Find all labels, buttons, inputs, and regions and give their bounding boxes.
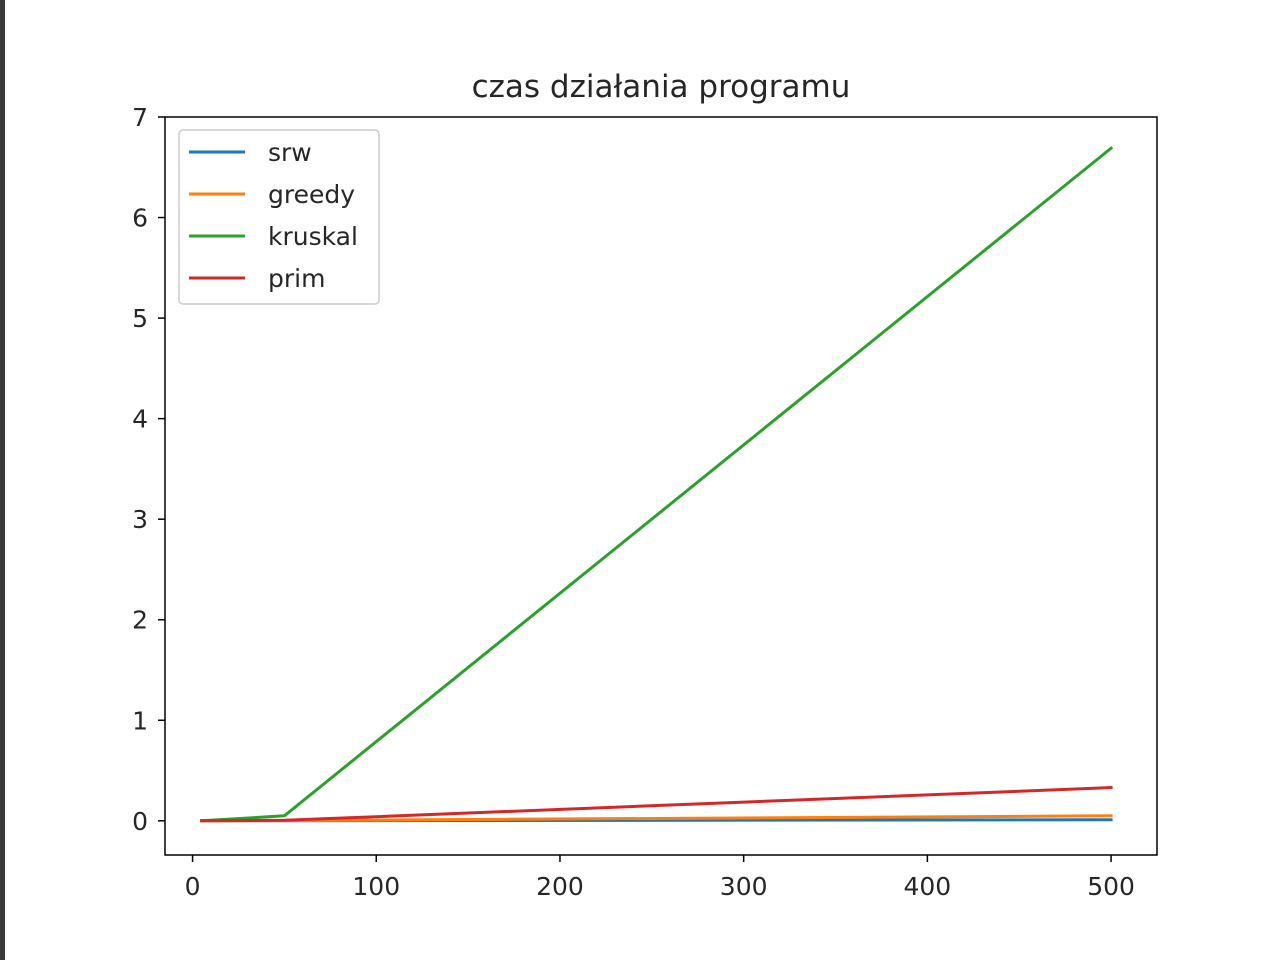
chart-title: czas działania programu <box>472 69 851 105</box>
legend-label-srw: srw <box>268 138 312 167</box>
series-layer <box>200 146 1114 823</box>
series-line-prim <box>200 786 1113 823</box>
y-tick-label: 5 <box>132 304 148 333</box>
y-tick-label: 4 <box>132 405 148 434</box>
y-tick-label: 7 <box>132 103 148 132</box>
legend-label-greedy: greedy <box>268 180 355 209</box>
x-tick-label: 500 <box>1087 872 1135 901</box>
y-tick-label: 1 <box>132 706 148 735</box>
x-tick-label: 200 <box>536 872 584 901</box>
window-edge <box>0 0 5 960</box>
y-axis: 0 1 2 3 4 5 6 7 <box>132 103 165 836</box>
legend: srw greedy kruskal prim <box>178 129 380 305</box>
x-tick-label: 100 <box>352 872 400 901</box>
x-tick-label: 400 <box>904 872 952 901</box>
x-tick-label: 300 <box>720 872 768 901</box>
y-tick-label: 0 <box>132 807 148 836</box>
plot-frame <box>164 116 1158 856</box>
legend-label-kruskal: kruskal <box>268 222 358 251</box>
legend-box <box>178 129 380 305</box>
legend-label-prim: prim <box>268 264 325 293</box>
x-axis: 0 100 200 300 400 500 <box>185 855 1135 901</box>
y-tick-label: 6 <box>132 204 148 233</box>
y-tick-label: 2 <box>132 606 148 635</box>
x-tick-label: 0 <box>185 872 201 901</box>
y-tick-label: 3 <box>132 505 148 534</box>
